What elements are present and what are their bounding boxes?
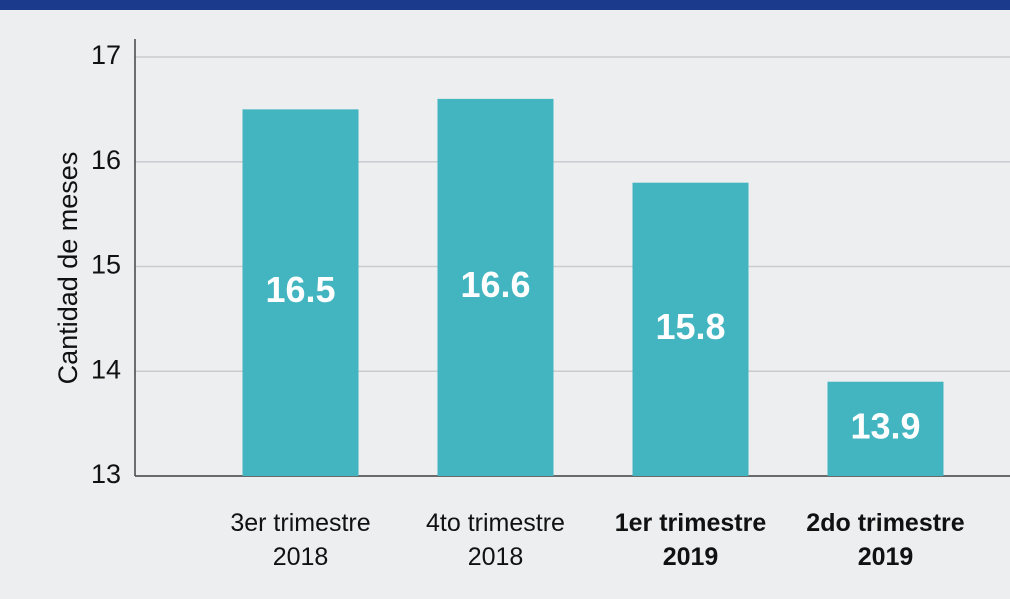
x-tick-label: 2do trimestre 2019 xyxy=(806,509,965,571)
y-tick-label: 14 xyxy=(91,354,121,384)
bar xyxy=(632,182,749,476)
value-label: 13.9 xyxy=(850,405,920,446)
y-tick-label: 17 xyxy=(91,40,121,70)
value-label: 16.5 xyxy=(265,269,335,310)
x-tick-label: 3er trimestre 2018 xyxy=(230,509,371,571)
y-axis-label: Cantidad de meses xyxy=(53,152,83,385)
value-label: 16.6 xyxy=(460,264,530,305)
bar xyxy=(827,381,944,476)
value-label: 15.8 xyxy=(655,306,725,347)
y-tick-label: 13 xyxy=(91,459,121,489)
bar xyxy=(437,98,554,477)
x-tick-label: 1er trimestre 2019 xyxy=(614,509,767,571)
x-tick-label: 4to trimestre 2018 xyxy=(426,509,565,571)
y-tick-label: 16 xyxy=(91,145,121,175)
y-tick-label: 15 xyxy=(91,250,121,280)
top-band xyxy=(0,0,1010,10)
bar xyxy=(242,109,359,476)
